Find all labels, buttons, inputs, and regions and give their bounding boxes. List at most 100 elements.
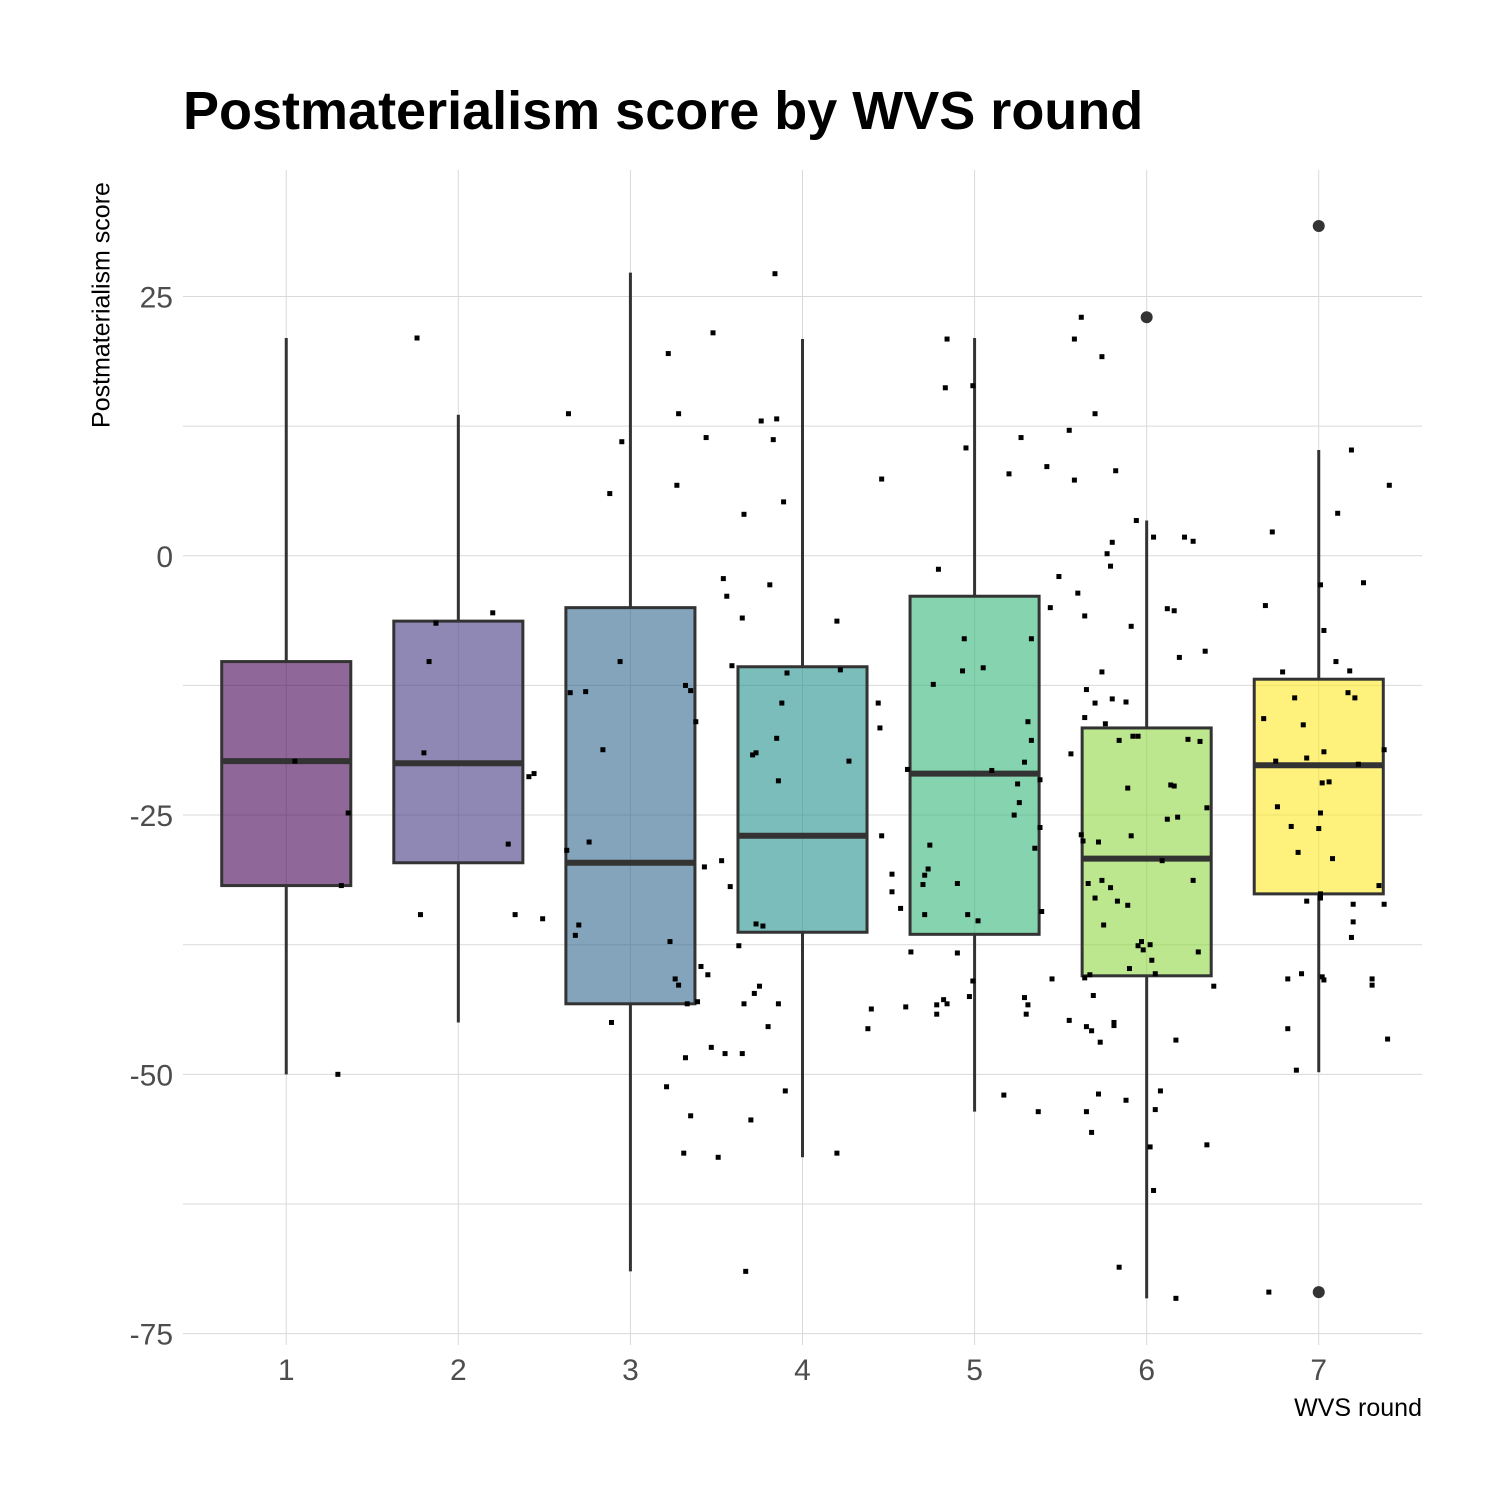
jitter-point bbox=[1099, 877, 1105, 883]
x-tick-label: 6 bbox=[1138, 1354, 1155, 1387]
jitter-point bbox=[1068, 751, 1074, 757]
jitter-point bbox=[676, 982, 682, 988]
jitter-point bbox=[1140, 947, 1146, 953]
jitter-point bbox=[1111, 1023, 1117, 1029]
jitter-point bbox=[1352, 695, 1358, 701]
jitter-point bbox=[1182, 534, 1188, 540]
jitter-point bbox=[1071, 477, 1077, 483]
jitter-point bbox=[1274, 804, 1280, 810]
jitter-point bbox=[1023, 1011, 1029, 1017]
jitter-point bbox=[930, 681, 936, 687]
jitter-point bbox=[846, 758, 852, 764]
jitter-point bbox=[760, 923, 766, 929]
jitter-point bbox=[1087, 972, 1093, 978]
jitter-point bbox=[927, 842, 933, 848]
jitter-point bbox=[710, 330, 716, 336]
jitter-point bbox=[1101, 922, 1107, 928]
jitter-point bbox=[1292, 695, 1298, 701]
x-tick-label: 3 bbox=[622, 1354, 639, 1387]
jitter-point bbox=[1261, 716, 1267, 722]
jitter-point bbox=[758, 418, 764, 424]
jitter-point bbox=[961, 636, 967, 642]
jitter-point bbox=[512, 912, 518, 918]
jitter-point bbox=[989, 767, 995, 773]
jitter-point bbox=[920, 882, 926, 888]
jitter-point bbox=[583, 689, 589, 695]
jitter-point bbox=[1168, 782, 1174, 788]
jitter-point bbox=[540, 916, 546, 922]
jitter-point bbox=[1011, 812, 1017, 818]
jitter-point bbox=[1295, 849, 1301, 855]
jitter-point bbox=[676, 411, 682, 417]
jitter-point bbox=[770, 437, 776, 443]
jitter-point bbox=[1016, 800, 1022, 806]
jitter-point bbox=[1037, 777, 1043, 783]
jitter-point bbox=[1021, 759, 1027, 765]
jitter-point bbox=[1164, 816, 1170, 822]
jitter-point bbox=[965, 912, 971, 918]
jitter-point bbox=[1195, 949, 1201, 955]
jitter-point bbox=[1089, 1129, 1095, 1135]
jitter-point bbox=[1116, 737, 1122, 743]
jitter-point bbox=[1078, 832, 1084, 838]
jitter-point bbox=[960, 668, 966, 674]
box-round-5 bbox=[908, 338, 1041, 1112]
jitter-point bbox=[1355, 761, 1361, 767]
jitter-point bbox=[1025, 1002, 1031, 1008]
jitter-point bbox=[739, 615, 745, 621]
chart-title: Postmaterialism score by WVS round bbox=[183, 81, 1144, 141]
jitter-point bbox=[705, 972, 711, 978]
jitter-point bbox=[1285, 1026, 1291, 1032]
jitter-point bbox=[1090, 993, 1096, 999]
jitter-point bbox=[1190, 538, 1196, 544]
jitter-point bbox=[608, 1019, 614, 1025]
jitter-point bbox=[1085, 881, 1091, 887]
jitter-point bbox=[1317, 582, 1323, 588]
jitter-point bbox=[1018, 435, 1024, 441]
jitter-point bbox=[834, 618, 840, 624]
box-round-7 bbox=[1252, 220, 1385, 1299]
jitter-point bbox=[1321, 627, 1327, 633]
jitter-point bbox=[781, 499, 787, 505]
jitter-point bbox=[1147, 942, 1153, 948]
x-axis-ticks: 1 2 3 4 5 6 7 bbox=[278, 1354, 1327, 1387]
jitter-point bbox=[688, 688, 694, 694]
jitter-point bbox=[1066, 427, 1072, 433]
jitter-point bbox=[775, 778, 781, 784]
jitter-point bbox=[1381, 901, 1387, 907]
jitter-point bbox=[966, 994, 972, 1000]
jitter-point bbox=[619, 439, 625, 445]
jitter-point bbox=[607, 491, 613, 497]
jitter-points-layer bbox=[292, 271, 1392, 1301]
jitter-point bbox=[765, 1024, 771, 1030]
jitter-point bbox=[1350, 901, 1356, 907]
jitter-point bbox=[1321, 977, 1327, 983]
box-round-6 bbox=[1080, 311, 1213, 1299]
jitter-point bbox=[1157, 1088, 1163, 1094]
jitter-point bbox=[934, 1011, 940, 1017]
jitter-point bbox=[904, 766, 910, 772]
jitter-point bbox=[667, 939, 673, 945]
jitter-point bbox=[898, 905, 904, 911]
jitter-point bbox=[682, 1055, 688, 1061]
jitter-point bbox=[586, 839, 592, 845]
jitter-point bbox=[1116, 1264, 1122, 1270]
jitter-point bbox=[1385, 1036, 1391, 1042]
jitter-point bbox=[1316, 826, 1322, 832]
jitter-point bbox=[1176, 654, 1182, 660]
jitter-point bbox=[1376, 883, 1382, 889]
jitter-point bbox=[1288, 823, 1294, 829]
jitter-point bbox=[954, 950, 960, 956]
y-tick-label: 25 bbox=[140, 282, 173, 315]
jitter-point bbox=[1035, 1109, 1041, 1115]
jitter-point bbox=[490, 610, 496, 616]
box-iqr bbox=[908, 594, 1041, 936]
jitter-point bbox=[664, 1084, 670, 1090]
jitter-point bbox=[722, 1051, 728, 1057]
jitter-point bbox=[879, 476, 885, 482]
jitter-point bbox=[1185, 736, 1191, 742]
x-axis-label: WVS round bbox=[1294, 1394, 1422, 1422]
jitter-point bbox=[782, 1088, 788, 1094]
jitter-point bbox=[1037, 825, 1043, 831]
jitter-point bbox=[727, 884, 733, 890]
